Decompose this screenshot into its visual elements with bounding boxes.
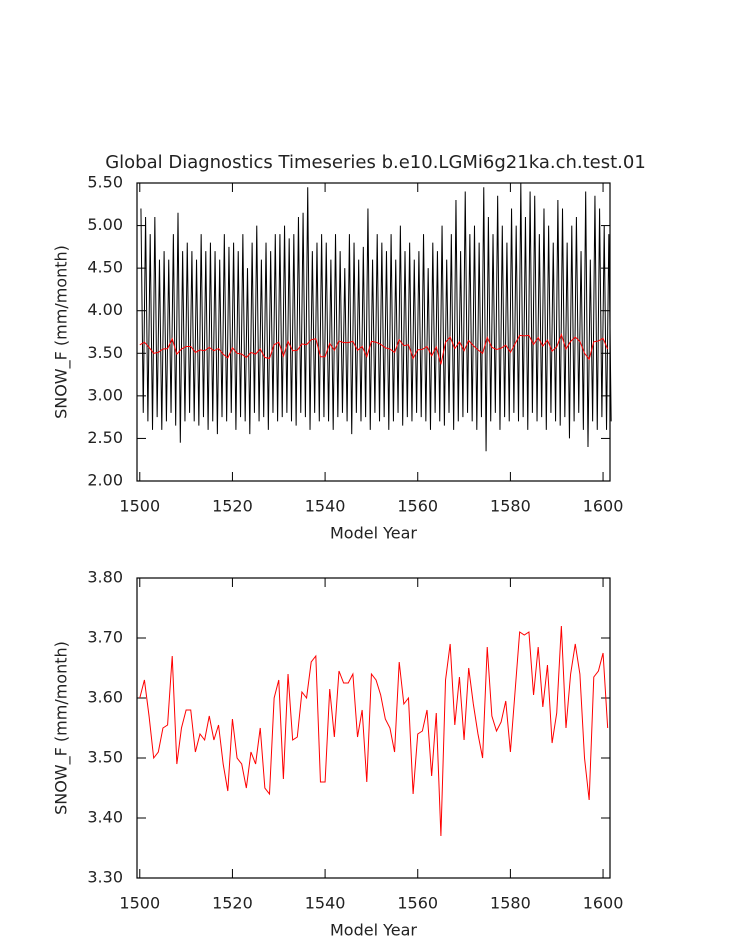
y-tick-label: 3.60 [87,688,123,707]
y-tick-label: 3.50 [87,343,123,362]
x-tick-label: 1580 [490,497,531,516]
chart-title: Global Diagnostics Timeseries b.e10.LGMi… [105,152,646,173]
data-line [140,182,612,452]
x-tick-label: 1600 [583,497,624,516]
y-tick-label: 4.50 [87,258,123,277]
x-tick-label: 1520 [212,497,253,516]
plot-frame [136,577,611,879]
x-tick-label: 1560 [397,894,438,913]
data-line [139,333,609,365]
y-axis-label: SNOW_F (mm/month) [52,641,72,815]
x-tick-label: 1600 [583,894,624,913]
y-tick-label: 2.00 [87,471,123,490]
y-axis-label: SNOW_F (mm/month) [52,245,72,419]
x-tick-label: 1500 [119,894,160,913]
y-tick-label: 3.50 [87,748,123,767]
x-tick-label: 1540 [305,497,346,516]
y-tick-label: 3.80 [87,568,123,587]
x-axis-label: Model Year [330,921,417,940]
y-tick-label: 3.30 [87,868,123,887]
x-tick-label: 1580 [490,894,531,913]
y-tick-label: 3.00 [87,385,123,404]
plot-frame [136,182,611,482]
data-line [139,625,609,837]
x-tick-label: 1540 [305,894,346,913]
x-tick-label: 1560 [397,497,438,516]
x-tick-label: 1500 [119,497,160,516]
y-tick-label: 5.50 [87,173,123,192]
x-tick-label: 1520 [212,894,253,913]
y-tick-label: 5.00 [87,215,123,234]
x-axis-label: Model Year [330,524,417,543]
y-tick-label: 4.00 [87,300,123,319]
y-tick-label: 2.50 [87,428,123,447]
y-tick-label: 3.70 [87,628,123,647]
y-tick-label: 3.40 [87,808,123,827]
